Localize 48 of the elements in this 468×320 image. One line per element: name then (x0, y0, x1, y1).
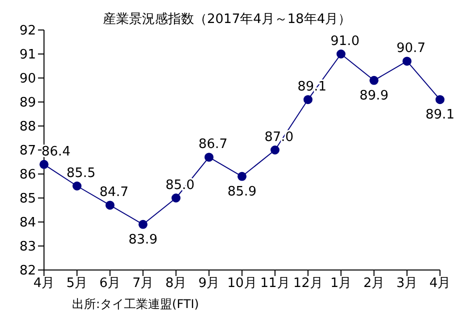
x-tick-label: 10月 (227, 276, 257, 292)
point (436, 95, 444, 104)
data-label: 91.0 (330, 34, 360, 49)
y-tick-label: 90 (19, 72, 36, 87)
point (370, 76, 378, 85)
point (204, 152, 214, 162)
x-tick-label: 1月 (330, 276, 352, 292)
point (238, 172, 246, 181)
x-tick-label: 3月 (396, 276, 418, 292)
x-tick-label: 2月 (363, 276, 385, 292)
data-label: 85.9 (228, 184, 256, 200)
y-tick-label: 87 (19, 144, 36, 159)
y-tick-label: 91 (19, 48, 36, 63)
x-tick-label: 12月 (293, 276, 323, 292)
point (304, 95, 312, 104)
data-label: 84.7 (100, 185, 128, 200)
y-tick-label: 86 (19, 168, 36, 183)
x-tick-label: 6月 (99, 276, 121, 292)
point (138, 220, 148, 229)
data-label: 83.9 (128, 232, 158, 248)
y-tick-label: 82 (19, 264, 36, 279)
x-tick-label: 9月 (198, 276, 220, 292)
point (336, 50, 346, 58)
point (72, 182, 82, 190)
point (172, 194, 180, 202)
text: 出所:タイ工業連盟(FTI) (72, 296, 199, 313)
data-label: 90.7 (396, 41, 426, 56)
x-tick-label: 4月 (429, 276, 451, 292)
x-tick-label: 8月 (165, 276, 187, 292)
data-label: 85.5 (66, 166, 96, 181)
y-tick-label: 88 (19, 120, 36, 135)
x-tick-label: 11月 (260, 276, 290, 292)
x-tick-label: 5月 (66, 276, 88, 292)
y-tick-label: 83 (19, 240, 36, 255)
point (402, 56, 412, 66)
point (40, 160, 48, 169)
point (270, 146, 280, 154)
x-tick-label: 7月 (132, 276, 154, 292)
x-tick-label: 4月 (33, 276, 55, 292)
y-tick-label: 89 (19, 96, 36, 111)
data-label: 86.7 (198, 137, 228, 152)
y-tick-label: 85 (19, 192, 36, 207)
chart-title: 産業景況感指数（2017年4月～18年4月） (103, 11, 352, 28)
data-label: 89.1 (426, 108, 454, 123)
y-tick-label: 92 (19, 24, 36, 39)
point (106, 200, 114, 210)
data-label: 89.9 (360, 88, 388, 104)
y-tick-label: 84 (19, 216, 36, 231)
